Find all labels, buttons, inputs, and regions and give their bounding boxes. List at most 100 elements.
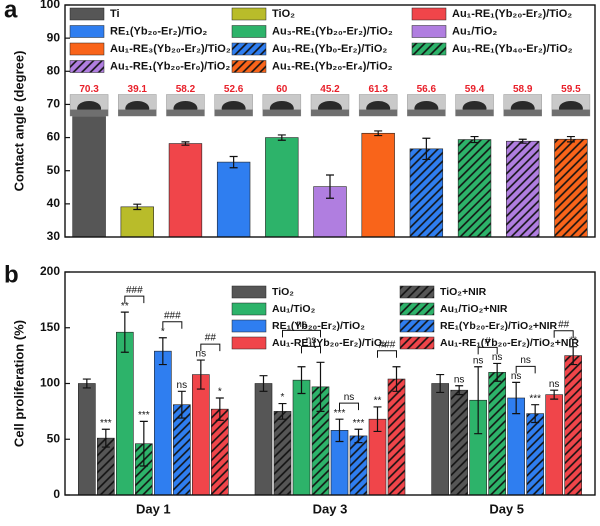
- bar: [488, 372, 506, 496]
- error-bar: [259, 375, 268, 392]
- significance-label: ns: [549, 379, 560, 390]
- bar: [154, 350, 172, 496]
- error-bar: [177, 390, 186, 419]
- legend-swatch: [69, 25, 105, 38]
- droplet-base: [359, 109, 398, 117]
- error-bar: [101, 428, 110, 448]
- y-axis-label: Contact angle (degree): [11, 51, 26, 192]
- error-bar: [569, 346, 578, 366]
- legend-swatch: [231, 336, 267, 350]
- legend-label: RE₁(Yb₂₀-Er₂)/TiO₂: [110, 25, 207, 37]
- bar: [450, 389, 468, 496]
- bracket-label: ##: [205, 333, 217, 344]
- bracket-label: #: [485, 336, 491, 347]
- bar: [78, 383, 96, 496]
- error-bar: [493, 362, 502, 382]
- legend-label: RE₁(Yb₂₀-Er₂)/TiO₂: [272, 320, 365, 332]
- significance-bracket: [515, 365, 536, 374]
- bar: [387, 378, 406, 496]
- bar: [349, 435, 368, 496]
- bar: [216, 161, 251, 238]
- bar: [72, 103, 106, 238]
- panel-label: a: [4, 0, 18, 23]
- error-bar: [229, 155, 238, 169]
- bar: [168, 143, 203, 238]
- bracket-label: ###: [164, 310, 181, 321]
- legend-label: Au₁-RE₁(Yb₂₀-Er₄)/TiO₂: [272, 60, 393, 72]
- error-bar: [120, 311, 129, 353]
- bar: [554, 138, 588, 238]
- y-tick-label: 0: [53, 487, 60, 501]
- significance-label: ***: [138, 410, 150, 421]
- error-bar: [277, 134, 286, 141]
- x-tick-label: Day 3: [313, 501, 348, 516]
- y-tick-label: 100: [40, 0, 60, 11]
- significance-bracket: [339, 402, 359, 411]
- error-bar: [326, 174, 334, 199]
- legend-swatch: [231, 319, 267, 333]
- significance-bracket: [301, 345, 321, 354]
- significance-label: ns: [492, 352, 503, 363]
- bar: [431, 383, 449, 496]
- legend-swatch: [231, 60, 267, 73]
- bracket-label: ns: [296, 319, 307, 330]
- legend-label: Au₁-RE₁(Yb₂₀-Er₂)/TiO₂+NIR: [440, 337, 579, 349]
- legend-label: Au₁-RE₁(Yb₂₀-Er₀)/TiO₂: [110, 60, 230, 72]
- significance-label: ns: [473, 355, 484, 366]
- droplet-base: [70, 109, 109, 117]
- legend-label: Au₃-RE₁(Yb₂₀-Er₂)/TiO₂: [272, 25, 393, 37]
- significance-bracket: [162, 321, 183, 329]
- legend-swatch: [69, 42, 105, 56]
- error-bar: [422, 137, 431, 161]
- y-axis-label: Cell proliferation (%): [11, 320, 26, 447]
- significance-label: **: [374, 396, 382, 407]
- bracket-label: ns: [520, 355, 531, 366]
- significance-label: *: [161, 326, 165, 337]
- droplet-base: [551, 109, 590, 117]
- legend-swatch: [399, 302, 435, 316]
- error-bar: [335, 418, 344, 443]
- droplet-base: [311, 109, 349, 117]
- droplet-base: [262, 109, 301, 117]
- bar: [211, 408, 229, 496]
- bar: [457, 139, 492, 238]
- significance-label: ***: [334, 408, 346, 419]
- significance-label: ***: [100, 418, 112, 429]
- error-bar: [354, 428, 363, 444]
- legend-swatch: [231, 7, 267, 21]
- legend-swatch: [399, 285, 435, 299]
- bracket-label: ###: [379, 339, 396, 350]
- error-bar: [518, 138, 527, 144]
- y-tick-label: 50: [47, 163, 61, 177]
- value-label: 70.3: [79, 84, 99, 95]
- error-bar: [436, 373, 445, 394]
- value-label: 59.4: [465, 84, 485, 95]
- value-label: 45.2: [320, 84, 340, 95]
- error-bar: [566, 135, 575, 143]
- droplet-base: [166, 109, 205, 117]
- bar: [120, 206, 154, 238]
- significance-label: ns: [177, 380, 188, 391]
- significance-label: ***: [353, 418, 365, 429]
- legend-label: Au₁/TiO₂: [272, 303, 316, 315]
- significance-bracket: [377, 350, 397, 358]
- y-tick-label: 40: [47, 196, 61, 210]
- error-bar: [278, 402, 287, 420]
- x-tick-label: Day 1: [136, 501, 171, 516]
- y-tick-label: 60: [47, 130, 61, 144]
- bracket-label: ns: [306, 335, 317, 346]
- significance-label: ns: [196, 349, 207, 360]
- value-label: 52.6: [224, 84, 244, 95]
- significance-label: ns: [454, 374, 465, 385]
- error-bar: [550, 389, 559, 400]
- legend-label: TiO₂: [272, 8, 295, 20]
- legend-label: Au₁-RE₃(Yb₂₀-Er₂)/TiO₂: [110, 43, 231, 55]
- legend-swatch: [69, 7, 105, 21]
- legend-label: Au₁/TiO₂+NIR: [440, 303, 508, 315]
- legend-swatch: [69, 60, 105, 73]
- error-bar: [392, 366, 401, 392]
- value-label: 56.6: [417, 84, 437, 95]
- bar: [292, 379, 311, 496]
- error-bar: [531, 404, 540, 424]
- bar: [506, 140, 540, 238]
